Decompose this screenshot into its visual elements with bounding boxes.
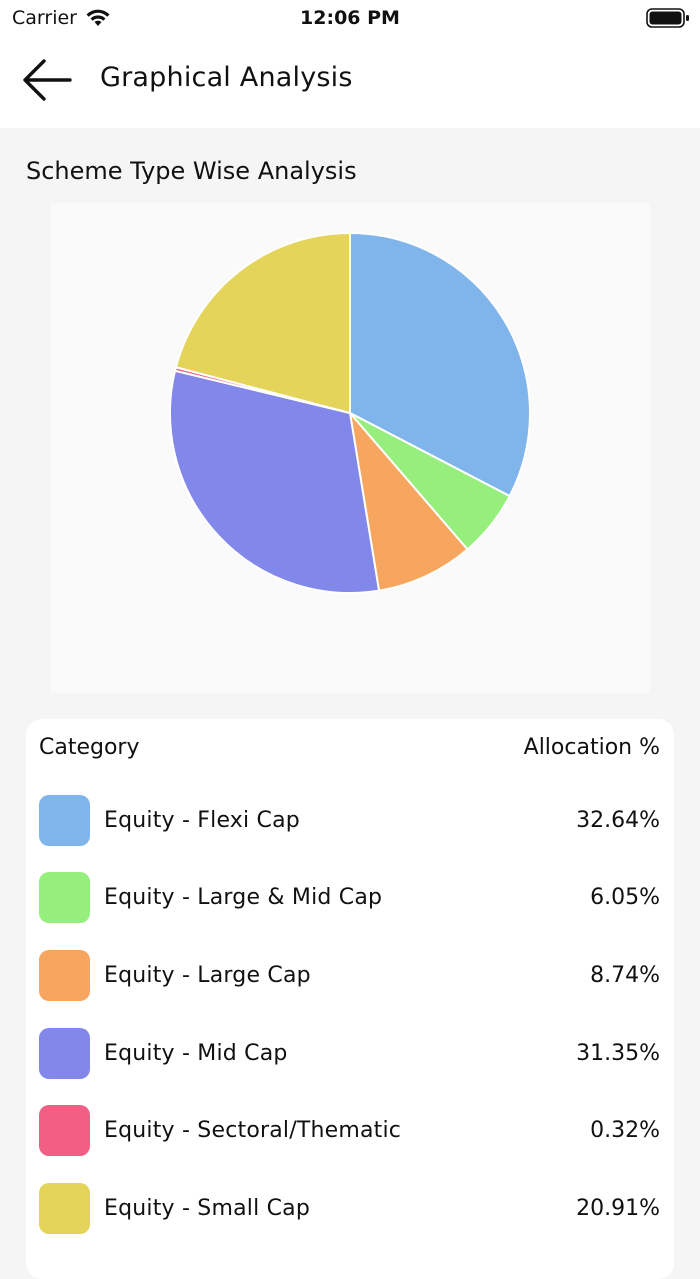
legend-swatch: [39, 1104, 90, 1156]
pie-chart: [169, 231, 531, 594]
carrier-indicator: Carrier: [12, 7, 111, 29]
table-row: Equity - Large & Mid Cap 6.05%: [26, 871, 674, 923]
category-label: Equity - Mid Cap: [104, 1040, 288, 1066]
pie-chart-panel: [50, 203, 650, 693]
allocation-value: 0.32%: [590, 1117, 660, 1143]
legend-swatch: [39, 1027, 90, 1079]
category-label: Equity - Sectoral/Thematic: [104, 1117, 402, 1143]
table-row: Equity - Flexi Cap 32.64%: [26, 794, 674, 846]
carrier-label: Carrier: [12, 7, 77, 29]
section-title: Scheme Type Wise Analysis: [26, 157, 357, 185]
category-label: Equity - Flexi Cap: [104, 807, 300, 833]
table-header: Category Allocation %: [26, 735, 674, 765]
allocation-value: 32.64%: [576, 807, 660, 833]
table-row: Equity - Sectoral/Thematic 0.32%: [26, 1104, 674, 1156]
category-label: Equity - Large & Mid Cap: [104, 884, 383, 910]
pie-slice-equity-flexi-cap: [349, 231, 531, 498]
table-row: Equity - Small Cap 20.91%: [26, 1182, 674, 1234]
pie-slice-equity-large-cap: [348, 409, 469, 592]
pie-slice-equity-small-cap: [174, 231, 351, 415]
back-button[interactable]: [14, 52, 78, 108]
legend-swatch: [39, 1182, 90, 1234]
table-row: Equity - Mid Cap 31.35%: [26, 1027, 674, 1079]
table-row: Equity - Large Cap 8.74%: [26, 949, 674, 1001]
battery-icon: [646, 8, 690, 33]
page-title: Graphical Analysis: [100, 62, 353, 93]
wifi-icon: [86, 9, 110, 26]
category-label: Equity - Small Cap: [104, 1195, 310, 1221]
status-bar: Carrier 12:06 PM: [0, 0, 700, 40]
category-label: Equity - Large Cap: [104, 962, 311, 988]
allocation-value: 8.74%: [590, 962, 660, 988]
navigation-bar: Graphical Analysis: [0, 40, 700, 128]
allocation-value: 6.05%: [590, 884, 660, 910]
legend-swatch: [39, 949, 90, 1001]
legend-swatch: [39, 794, 90, 846]
clock: 12:06 PM: [300, 7, 400, 29]
allocation-table: Category Allocation % Equity - Flexi Cap…: [26, 719, 674, 1279]
allocation-value: 20.91%: [576, 1195, 660, 1221]
category-column-header: Category: [39, 735, 140, 760]
allocation-value: 31.35%: [576, 1040, 660, 1066]
pie-slice-equity-mid-cap: [169, 369, 381, 594]
allocation-column-header: Allocation %: [523, 735, 660, 760]
legend-swatch: [39, 871, 90, 923]
arrow-left-icon: [23, 59, 72, 101]
